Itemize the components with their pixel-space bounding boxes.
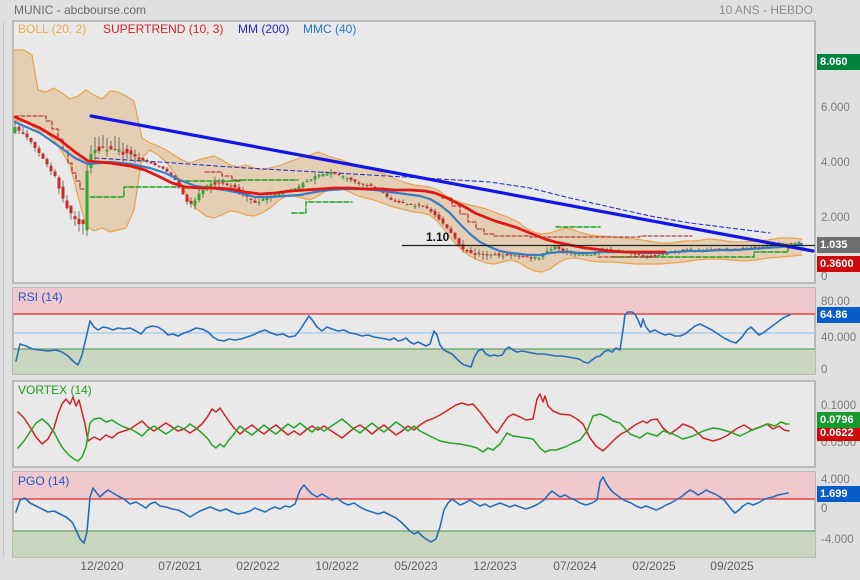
badge-last-price-value: 1.035 <box>820 239 848 251</box>
badge-last-price <box>817 237 860 253</box>
x-axis-label-3: 10/2022 <box>315 559 359 573</box>
pgo-tick-0: 0 <box>821 503 827 515</box>
price-tick-2: 2.000 <box>821 212 850 224</box>
x-axis-label-1: 07/2021 <box>158 559 202 573</box>
price-tick-6: 6.000 <box>821 102 850 114</box>
badge-pgo <box>817 486 860 502</box>
pgo-series-group <box>15 476 789 544</box>
vortex-label: VORTEX (14) <box>18 383 92 397</box>
pgo-y-axis: 4.000 0 -4.000 1.699 <box>817 474 860 546</box>
badge-high-value: 8.060 <box>820 56 848 68</box>
badge-vortex-plus <box>817 412 860 428</box>
rsi-tick-0: 0 <box>821 364 827 376</box>
legend-item-boll: BOLL (20, 2) <box>18 22 86 36</box>
price-tick-0: 0 <box>821 271 827 283</box>
badge-vortex-minus-value: 0.0622 <box>820 427 854 439</box>
price-y-axis: 6.000 4.000 2.000 0 8.060 1.035 0.3600 <box>817 54 860 283</box>
legend-item-supertrend: SUPERTREND (10, 3) <box>103 22 223 36</box>
rsi-tick-80: 80.00 <box>821 296 850 308</box>
x-axis-label-0: 12/2020 <box>80 559 124 573</box>
rsi-bands <box>13 288 815 374</box>
price-series-group <box>13 49 815 273</box>
vortex-y-axis: 0.1000 0.0500 0.0622 0.0796 <box>817 400 860 449</box>
badge-supertrend-value: 0.3600 <box>820 258 854 270</box>
badge-rsi <box>817 307 860 323</box>
badge-vortex-plus-value: 0.0796 <box>820 414 854 426</box>
rsi-y-axis: 80.00 40.000 0 64.86 <box>817 296 860 376</box>
price-tick-4: 4.000 <box>821 157 850 169</box>
x-axis-label-5: 12/2023 <box>473 559 517 573</box>
legend: BOLL (20, 2) SUPERTREND (10, 3) MM (200)… <box>18 22 356 36</box>
rsi-label: RSI (14) <box>18 290 63 304</box>
pgo-bands <box>13 472 815 557</box>
badge-high <box>817 54 860 70</box>
badge-vortex-minus <box>817 425 860 441</box>
x-axis-label-6: 07/2024 <box>553 559 597 573</box>
vortex-tick-01: 0.1000 <box>821 400 856 412</box>
badge-supertrend <box>817 256 860 272</box>
x-axis-label-7: 02/2025 <box>632 559 676 573</box>
period-label: 10 ANS - HEBDO <box>719 3 813 17</box>
legend-item-mm200: MM (200) <box>238 22 289 36</box>
pgo-tick-4: 4.000 <box>821 474 850 486</box>
chart-title: MUNIC - abcbourse.com <box>14 3 146 17</box>
x-axis-label-2: 02/2022 <box>236 559 280 573</box>
pgo-label: PGO (14) <box>18 474 69 488</box>
vortex-panel[interactable] <box>12 380 816 468</box>
pgo-tick-neg4: -4.000 <box>821 534 854 546</box>
vortex-series-group <box>17 393 790 462</box>
legend-item-mmc40: MMC (40) <box>303 22 356 36</box>
badge-pgo-value: 1.699 <box>820 488 848 500</box>
badge-rsi-value: 64.86 <box>820 309 848 321</box>
rsi-tick-40: 40.000 <box>821 332 856 344</box>
x-axis: 12/2020 07/2021 02/2022 10/2022 05/2023 … <box>80 559 754 573</box>
price-annotation-label: 1.10 <box>426 230 450 244</box>
x-axis-label-4: 05/2023 <box>394 559 438 573</box>
rsi-series-group <box>15 311 791 368</box>
x-axis-label-8: 09/2025 <box>710 559 754 573</box>
